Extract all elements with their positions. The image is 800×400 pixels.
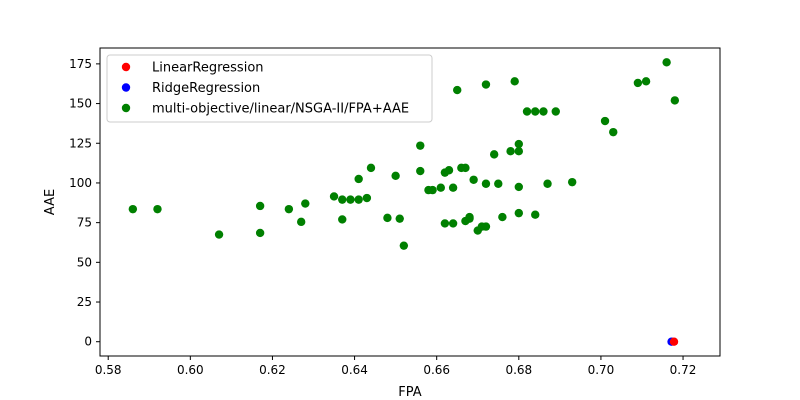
data-point	[662, 58, 671, 67]
data-point	[214, 230, 224, 239]
data-point	[354, 174, 363, 184]
data-point	[469, 175, 478, 184]
data-point	[366, 163, 376, 173]
y-tick-label: 175	[69, 57, 92, 71]
data-point	[362, 193, 372, 203]
data-point	[453, 85, 462, 95]
data-point	[338, 215, 347, 224]
data-point	[531, 107, 540, 116]
data-point	[633, 78, 643, 88]
data-point	[641, 77, 651, 86]
data-point	[329, 192, 339, 201]
x-tick-label: 0.60	[177, 363, 204, 377]
y-tick-label: 125	[69, 136, 92, 150]
data-point	[489, 150, 499, 159]
data-point	[416, 166, 425, 176]
x-tick-label: 0.70	[588, 363, 615, 377]
data-point	[444, 166, 454, 175]
data-point	[255, 201, 265, 211]
y-axis: 0 25 50 75 100 125 150 175	[69, 57, 100, 349]
data-point	[284, 204, 294, 214]
data-point	[514, 208, 524, 218]
data-point	[399, 241, 409, 250]
data-point	[506, 146, 515, 156]
data-point	[567, 177, 577, 187]
y-tick-label: 150	[69, 97, 92, 111]
data-point	[128, 204, 138, 214]
data-point	[522, 107, 532, 116]
y-tick-label: 25	[77, 295, 92, 309]
data-point	[498, 212, 507, 222]
x-tick-label: 0.58	[95, 363, 122, 377]
plot-frame	[99, 47, 721, 357]
data-point	[481, 80, 491, 89]
data-point	[440, 219, 450, 228]
data-point	[531, 210, 540, 219]
x-axis-title: FPA	[398, 385, 421, 400]
data-point	[153, 204, 162, 214]
legend-marker	[121, 62, 131, 72]
data-point	[448, 219, 458, 228]
y-tick-label: 0	[84, 335, 92, 349]
x-tick-label: 0.66	[423, 363, 450, 377]
x-tick-label: 0.64	[341, 363, 368, 377]
data-point	[481, 222, 491, 231]
x-axis: 0.58 0.60 0.62 0.64 0.66 0.68 0.70 0.72	[95, 356, 697, 377]
data-point	[383, 213, 392, 223]
legend-marker	[121, 83, 131, 92]
y-tick-label: 75	[77, 216, 92, 230]
legend-label: LinearRegression	[152, 61, 264, 76]
y-axis-title: AAE	[43, 189, 58, 215]
legend-box	[106, 54, 433, 123]
data-point	[465, 212, 474, 222]
data-point	[354, 195, 363, 204]
x-tick-label: 0.62	[259, 363, 286, 377]
data-point	[395, 214, 404, 223]
data-point	[600, 116, 610, 126]
data-point	[428, 185, 437, 195]
data-point	[391, 171, 400, 181]
data-point	[514, 146, 524, 156]
data-point	[416, 141, 425, 150]
data-point	[494, 179, 503, 188]
data-point	[301, 199, 310, 208]
data-point	[669, 337, 679, 346]
data-point	[296, 217, 306, 227]
data-point	[514, 139, 524, 149]
legend-label: RidgeRegression	[152, 81, 260, 96]
data-point	[551, 107, 560, 116]
data-point	[448, 183, 458, 192]
data-point	[670, 96, 680, 105]
data-point	[461, 163, 470, 173]
x-tick-label: 0.72	[670, 363, 697, 377]
data-point	[481, 179, 491, 188]
y-tick-label: 100	[69, 176, 92, 190]
data-point	[255, 228, 265, 238]
data-point	[543, 179, 552, 188]
data-point	[514, 182, 524, 192]
data-point	[510, 77, 519, 86]
data-point	[436, 183, 445, 192]
points-layer	[128, 58, 680, 346]
legend: LinearRegression RidgeRegression multi-obj…	[106, 54, 433, 123]
y-tick-label: 50	[77, 255, 92, 269]
legend-marker	[121, 103, 131, 113]
data-point	[346, 195, 355, 204]
data-point	[338, 195, 347, 204]
legend-label: multi-objective/linear/NSGA-II/FPA+AAE	[152, 102, 409, 117]
data-point	[539, 107, 548, 116]
data-point	[609, 127, 618, 137]
x-tick-label: 0.68	[505, 363, 532, 377]
